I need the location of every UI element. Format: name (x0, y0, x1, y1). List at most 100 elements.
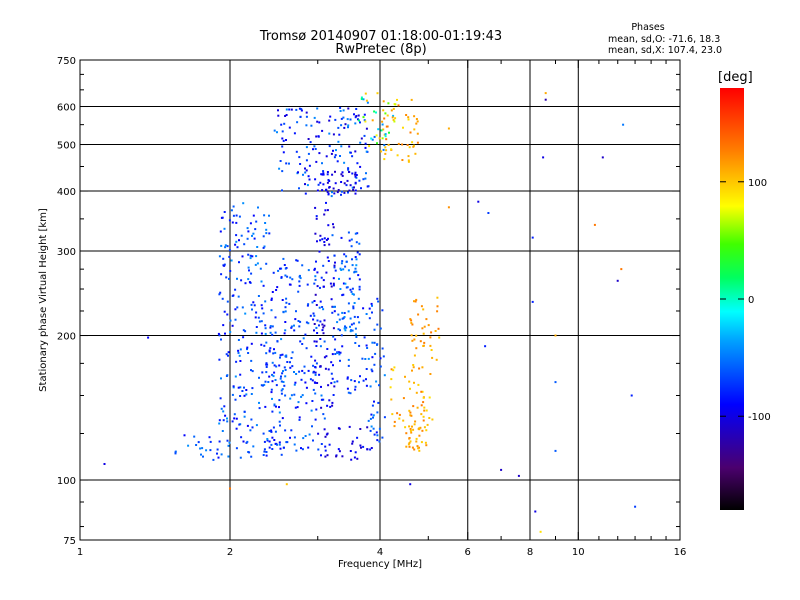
data-point (355, 241, 358, 244)
data-point (415, 118, 418, 120)
data-point (291, 351, 294, 354)
data-point (350, 290, 353, 293)
data-point (273, 371, 276, 374)
data-point (221, 216, 224, 219)
data-point (331, 234, 334, 237)
data-point (335, 149, 337, 152)
x-tick-label: 16 (674, 547, 687, 558)
data-point (334, 118, 337, 121)
data-point (334, 261, 336, 264)
data-point (415, 334, 418, 337)
data-point (224, 246, 227, 249)
data-point (322, 172, 325, 175)
data-point (330, 361, 333, 364)
data-point (280, 267, 283, 270)
data-point (243, 243, 246, 246)
data-point (351, 155, 354, 158)
x-tick-label: 10 (572, 547, 585, 558)
data-point (318, 250, 321, 253)
data-point (257, 316, 260, 319)
data-point (353, 113, 355, 116)
data-point (346, 118, 349, 121)
data-point (378, 384, 380, 387)
data-point (326, 173, 329, 176)
data-point (418, 427, 421, 430)
data-point (376, 323, 379, 326)
data-point (262, 454, 265, 456)
data-point (351, 442, 354, 445)
data-point (337, 140, 340, 143)
data-point (218, 255, 221, 258)
data-point (299, 163, 302, 165)
data-point (410, 319, 413, 322)
data-point (298, 416, 301, 419)
data-point (389, 386, 392, 389)
data-point (315, 326, 318, 329)
data-point (293, 436, 296, 439)
data-point (359, 165, 362, 168)
data-point (349, 392, 352, 395)
data-point (365, 368, 368, 370)
data-point (334, 269, 337, 272)
data-point (416, 141, 419, 144)
data-point (349, 325, 351, 328)
data-point (383, 158, 386, 161)
data-point (252, 214, 255, 217)
data-point (273, 129, 276, 132)
data-point (250, 359, 253, 362)
colorbar-tick-label: 0 (748, 295, 754, 306)
data-point (271, 325, 274, 328)
data-point (349, 317, 352, 320)
data-point (236, 246, 239, 249)
data-point (348, 239, 351, 242)
data-point (408, 425, 411, 428)
data-point (416, 120, 419, 123)
data-point (364, 92, 367, 95)
data-point (346, 376, 349, 379)
data-point (314, 392, 317, 395)
data-point (187, 444, 190, 447)
data-point (321, 173, 324, 176)
data-point (358, 344, 361, 347)
data-point (353, 270, 356, 273)
data-point (327, 179, 330, 181)
data-point (404, 426, 407, 429)
data-point (267, 381, 270, 383)
data-point (322, 332, 325, 335)
data-point (379, 365, 382, 368)
data-point (282, 257, 285, 260)
data-point (239, 348, 242, 351)
data-point (359, 141, 362, 144)
data-point (295, 373, 298, 375)
data-point (209, 440, 212, 443)
data-point (342, 293, 345, 296)
data-point (227, 354, 229, 357)
data-point (380, 129, 383, 132)
data-point (381, 436, 384, 439)
data-point (329, 405, 332, 408)
x-tick-label: 1 (77, 547, 83, 558)
data-point (381, 347, 384, 350)
data-point (314, 418, 317, 421)
data-point (262, 235, 265, 238)
data-point (268, 375, 271, 378)
x-tick-label: 6 (465, 547, 471, 558)
data-point (369, 417, 372, 420)
data-point (227, 351, 230, 354)
data-point (333, 192, 336, 195)
data-point (284, 369, 287, 371)
data-point (332, 277, 335, 280)
data-point (270, 429, 273, 432)
x-tick-label: 4 (377, 547, 383, 558)
data-point (354, 181, 357, 184)
data-point (246, 440, 249, 443)
colorbar-tick-label: -100 (748, 412, 771, 423)
data-point (220, 338, 222, 341)
data-point (299, 115, 302, 118)
data-point (288, 162, 290, 165)
data-point (278, 420, 281, 423)
data-point (336, 380, 339, 383)
data-point (271, 410, 274, 413)
data-point (327, 260, 330, 262)
data-point (274, 379, 277, 381)
